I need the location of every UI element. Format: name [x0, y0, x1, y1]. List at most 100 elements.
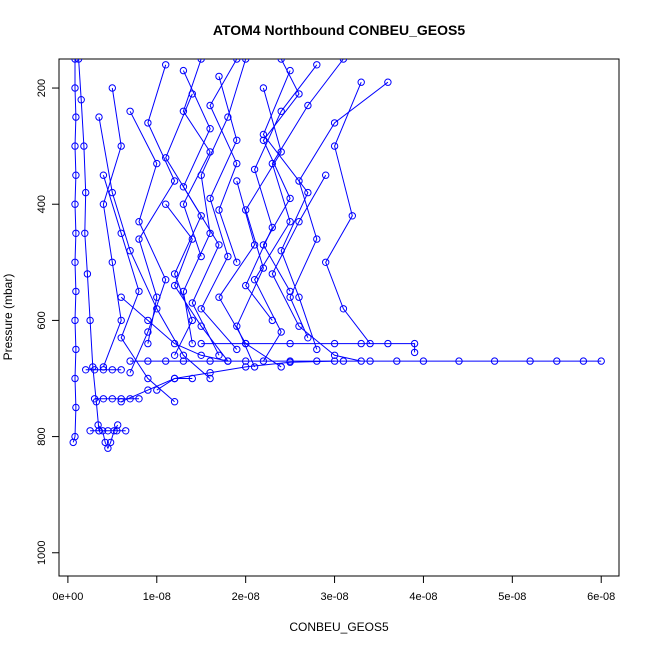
data-point	[83, 270, 92, 278]
data-point	[144, 316, 152, 325]
data-point	[188, 235, 197, 243]
series-line	[98, 117, 211, 379]
series-7	[126, 357, 605, 365]
series-17	[197, 72, 241, 354]
data-point	[277, 59, 285, 63]
series-21	[286, 78, 392, 342]
data-point	[71, 59, 79, 63]
data-point	[86, 316, 94, 325]
series-line	[78, 59, 100, 431]
series-line	[325, 82, 371, 344]
series-13	[135, 61, 179, 348]
data-point	[286, 194, 294, 203]
data-point	[215, 241, 223, 249]
data-point	[90, 395, 99, 403]
data-point	[197, 322, 205, 330]
data-point	[71, 258, 79, 266]
data-point	[215, 72, 223, 81]
data-point	[153, 159, 161, 168]
data-point	[259, 136, 268, 145]
data-point	[135, 218, 143, 226]
data-point	[71, 84, 79, 92]
data-point	[330, 142, 339, 150]
data-point	[135, 287, 143, 296]
data-point	[197, 351, 205, 359]
data-point	[69, 438, 77, 447]
data-point	[357, 339, 365, 348]
data-point	[206, 357, 214, 365]
data-point	[179, 287, 188, 296]
data-point	[72, 403, 80, 412]
series-line	[72, 59, 77, 443]
data-point	[80, 142, 88, 150]
data-point	[357, 357, 365, 365]
data-point	[101, 438, 109, 447]
data-point	[179, 200, 188, 208]
data-point	[72, 229, 80, 238]
data-point	[242, 339, 250, 348]
data-point	[233, 159, 241, 168]
data-point	[170, 339, 179, 348]
series-10	[153, 374, 197, 394]
series-16	[99, 84, 125, 371]
series-line	[182, 59, 211, 257]
data-point	[224, 357, 232, 365]
data-point	[250, 363, 259, 371]
series-22	[233, 84, 285, 371]
data-point	[170, 177, 179, 185]
series-28	[259, 59, 303, 296]
series-line	[102, 87, 122, 368]
series-1	[69, 59, 80, 447]
data-point	[215, 206, 223, 214]
data-point	[108, 188, 117, 197]
x-tick-label: 1e-08	[143, 591, 171, 603]
data-point	[188, 299, 197, 307]
data-point	[114, 421, 122, 429]
data-point	[94, 421, 102, 429]
data-point	[259, 241, 268, 249]
data-point	[104, 444, 112, 452]
data-point	[313, 345, 321, 354]
data-point	[206, 374, 214, 383]
data-point	[384, 339, 392, 348]
series-line	[209, 59, 238, 263]
x-tick-label: 2e-08	[232, 591, 260, 603]
series-25	[95, 113, 214, 383]
data-point	[233, 136, 241, 145]
data-point	[179, 183, 188, 191]
x-axis: 0e+00 1e-08 2e-08 3e-08 4e-08 5e-08 6e-08	[52, 575, 615, 603]
series-line	[262, 59, 300, 292]
series-line	[218, 180, 282, 368]
data-point	[295, 177, 303, 185]
series-31	[162, 200, 232, 365]
data-point	[170, 281, 179, 290]
data-point	[233, 59, 241, 63]
series-line	[236, 87, 282, 368]
x-tick-label: 4e-08	[409, 591, 437, 603]
data-point	[106, 438, 115, 447]
data-point	[242, 363, 250, 371]
y-axis-label: Pressure (mbar)	[1, 274, 15, 361]
data-point	[126, 247, 134, 255]
data-point	[259, 357, 268, 365]
series-26	[268, 171, 365, 365]
data-point	[197, 59, 205, 63]
data-point	[304, 188, 312, 197]
data-point	[366, 357, 374, 365]
data-point	[71, 316, 79, 325]
data-point	[259, 84, 268, 92]
data-point	[286, 218, 294, 226]
data-point	[72, 287, 80, 296]
data-point	[215, 293, 223, 301]
data-point	[179, 107, 188, 116]
y-tick-label: 800	[36, 427, 48, 445]
data-point	[72, 113, 80, 121]
data-point	[286, 339, 294, 348]
series-2	[74, 59, 103, 435]
data-point	[526, 357, 534, 365]
data-point	[108, 366, 117, 374]
data-point	[242, 281, 250, 290]
data-point	[162, 357, 170, 365]
data-point	[233, 177, 241, 185]
